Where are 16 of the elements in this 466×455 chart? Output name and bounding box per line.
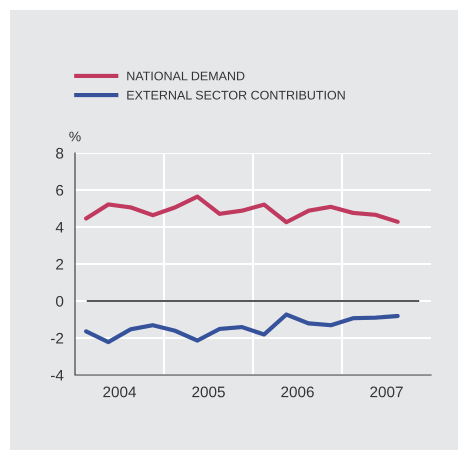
y-tick-label: 6 xyxy=(56,184,64,196)
line-series xyxy=(84,194,400,224)
y-tick-label: 4 xyxy=(56,222,64,233)
y-tick-label: -2 xyxy=(50,332,64,344)
line-series xyxy=(84,312,400,344)
x-tick-label: 2004 xyxy=(103,386,136,398)
x-tick-label: 2006 xyxy=(281,386,314,398)
y-tick-label: -4 xyxy=(50,370,64,381)
legend-label: EXTERNAL SECTOR CONTRIBUTION xyxy=(127,90,345,100)
y-tick-label: 0 xyxy=(56,296,64,307)
legend-label: NATIONAL DEMAND xyxy=(127,72,244,80)
x-tick-label: 2005 xyxy=(192,386,225,398)
y-axis-title: % xyxy=(69,132,81,142)
x-tick-label: 2007 xyxy=(370,386,403,398)
y-tick-label: 8 xyxy=(56,148,64,159)
y-tick-label: 2 xyxy=(56,258,64,270)
